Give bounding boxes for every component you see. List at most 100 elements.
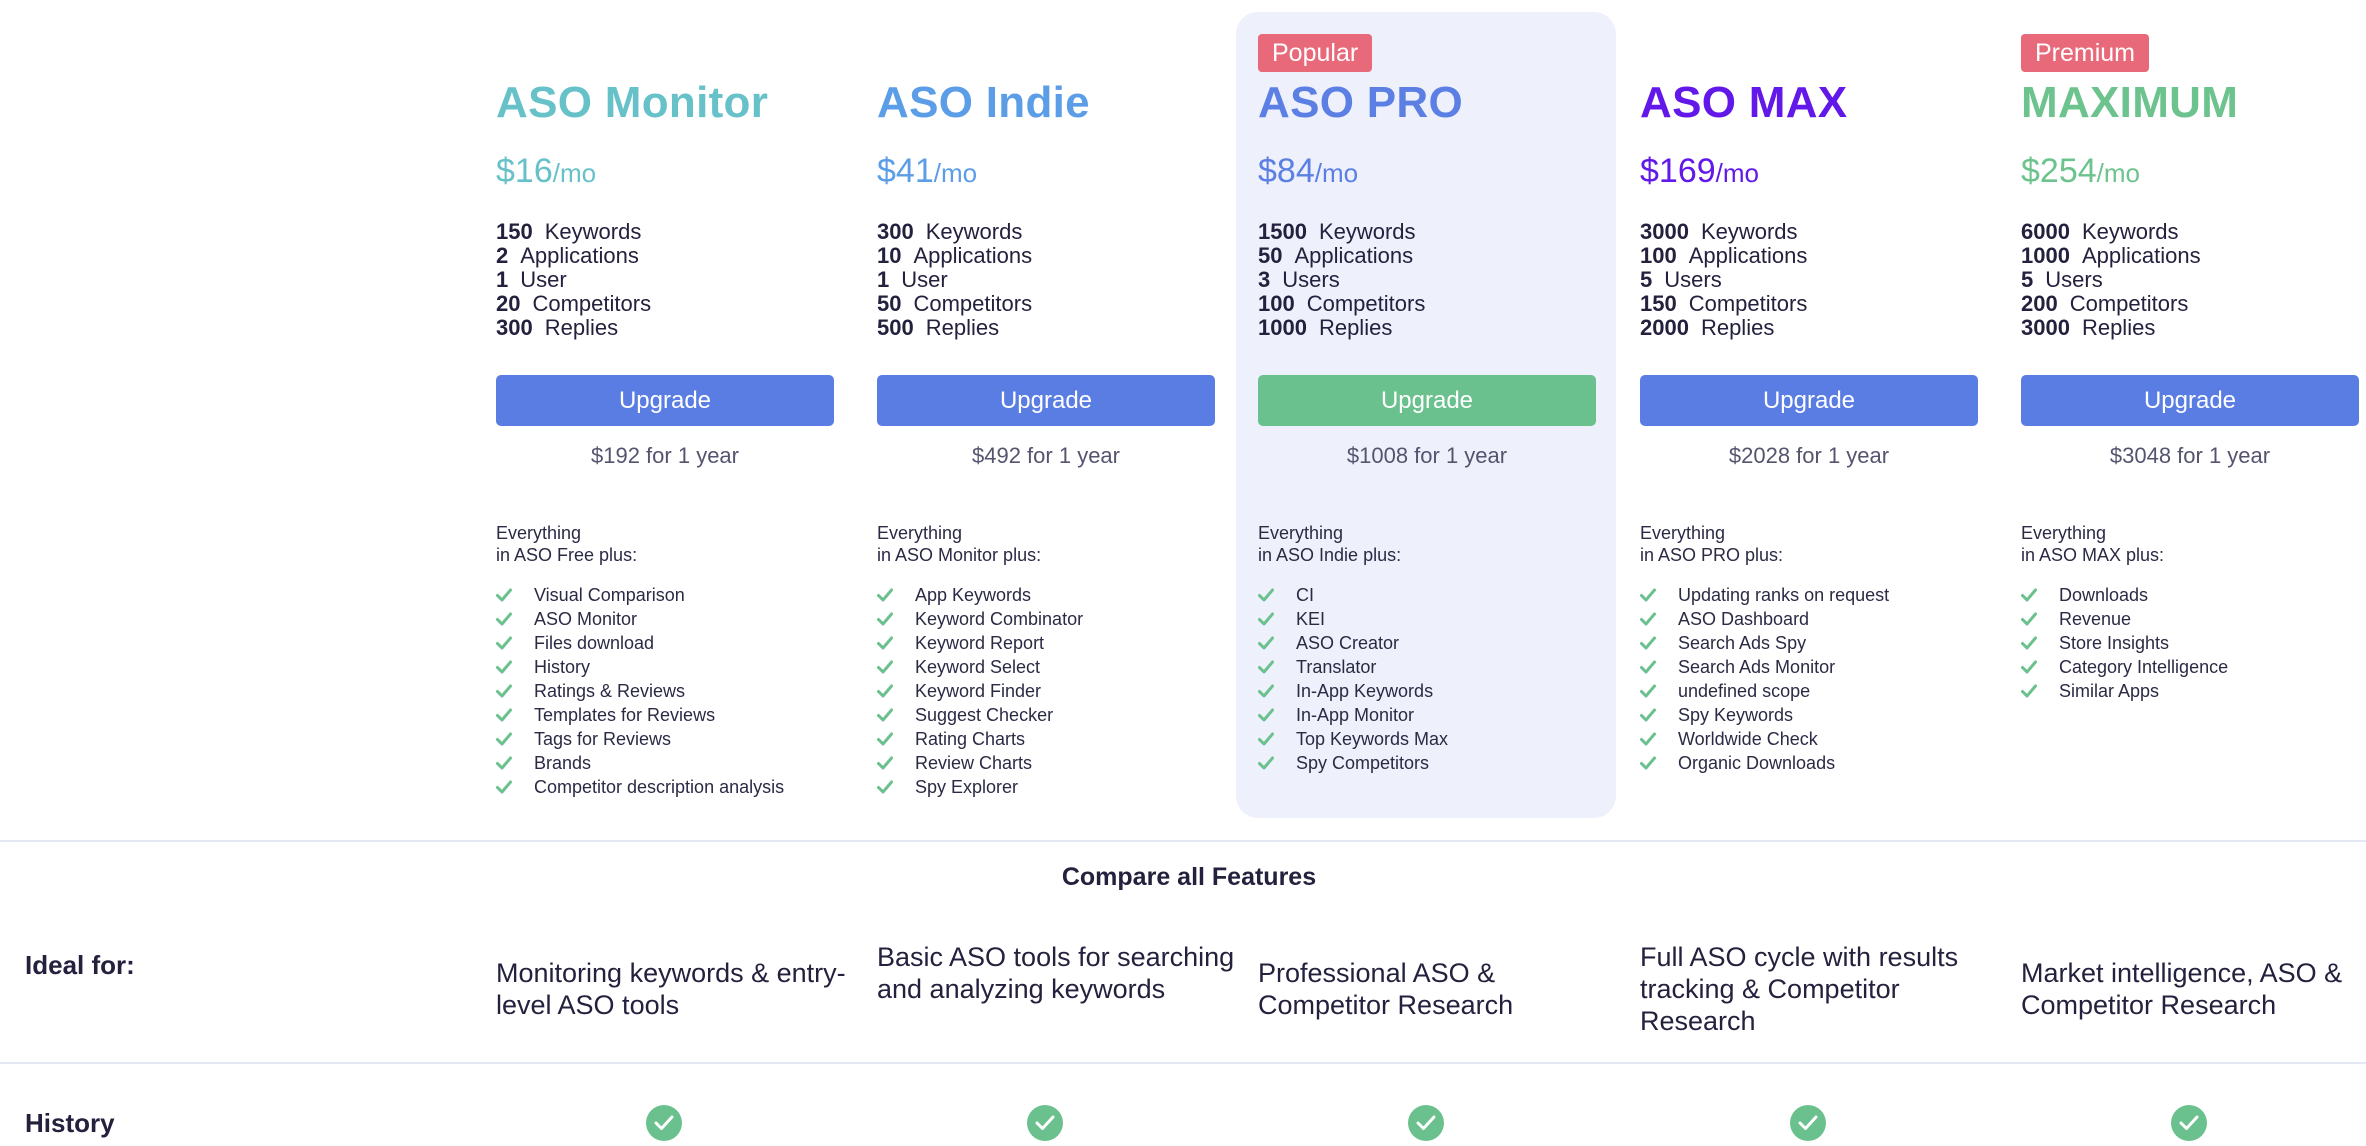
feature-item: Category Intelligence: [2021, 655, 2228, 679]
limit-applications: 10 Applications: [877, 243, 1033, 268]
plan-title: ASO MAX: [1640, 78, 1848, 127]
limit-applications: 100 Applications: [1640, 243, 1808, 268]
feature-item: In-App Keywords: [1258, 679, 1448, 703]
limit-users: 5 Users: [2021, 267, 2103, 292]
limit-competitors: 50 Competitors: [877, 291, 1033, 316]
plan-title: ASO PRO: [1258, 78, 1464, 127]
check-icon: [2021, 612, 2037, 626]
row-divider: [0, 1062, 2366, 1064]
yearly-price: $492 for 1 year: [972, 443, 1120, 468]
feature-item: undefined scope: [1640, 679, 1889, 703]
feature-item: ASO Creator: [1258, 631, 1448, 655]
feature-item: Spy Explorer: [877, 775, 1083, 799]
limit-replies: 300 Replies: [496, 315, 619, 340]
limit-applications: 50 Applications: [1258, 243, 1414, 268]
check-icon: [1258, 756, 1274, 770]
row-label-history: History: [25, 1108, 115, 1138]
check-icon: [496, 612, 512, 626]
check-icon: [1258, 660, 1274, 674]
check-icon: [1640, 588, 1656, 602]
limit-keywords: 300 Keywords: [877, 219, 1023, 244]
feature-item: ASO Monitor: [496, 607, 784, 631]
includes-note: Everything in ASO Indie plus:: [1258, 523, 1402, 565]
check-icon: [1640, 708, 1656, 722]
check-icon: [877, 684, 893, 698]
feature-item: Search Ads Spy: [1640, 631, 1889, 655]
feature-item: Tags for Reviews: [496, 727, 784, 751]
check-icon: [1258, 732, 1274, 746]
limit-replies: 1000 Replies: [1258, 315, 1393, 340]
yearly-price: $1008 for 1 year: [1346, 443, 1508, 468]
check-icon: [877, 732, 893, 746]
plan-limits: 6000 Keywords 1000 Applications 5 Users 200…: [2021, 220, 2201, 340]
feature-list: Downloads Revenue Store Insights Category I…: [2021, 583, 2228, 703]
includes-note: Everything in ASO Free plus:: [496, 523, 638, 565]
check-icon: [496, 588, 512, 602]
feature-item: Ratings & Reviews: [496, 679, 784, 703]
yearly-price: $2028 for 1 year: [1728, 443, 1890, 468]
check-circle-icon: [646, 1105, 682, 1141]
check-icon: [1258, 612, 1274, 626]
ideal-for-aso-indie: Basic ASO tools for searching and analyz…: [877, 942, 1235, 1004]
limit-users: 1 User: [877, 267, 948, 292]
feature-item: Worldwide Check: [1640, 727, 1889, 751]
feature-item: Spy Competitors: [1258, 751, 1448, 775]
yearly-price: $192 for 1 year: [591, 443, 739, 468]
feature-item: Search Ads Monitor: [1640, 655, 1889, 679]
limit-competitors: 150 Competitors: [1640, 291, 1808, 316]
check-icon: [2021, 588, 2037, 602]
check-icon: [1640, 684, 1656, 698]
plan-card-aso-monitor: ASO Monitor $16/mo 150 Keywords 2 Applicat…: [474, 12, 854, 818]
feature-item: In-App Monitor: [1258, 703, 1448, 727]
feature-list: Updating ranks on request ASO Dashboard Se…: [1640, 583, 1889, 775]
feature-item: Downloads: [2021, 583, 2228, 607]
limit-competitors: 200 Competitors: [2021, 291, 2189, 316]
check-icon: [1258, 684, 1274, 698]
check-circle-icon: [1027, 1105, 1063, 1141]
feature-item: Keyword Select: [877, 655, 1083, 679]
yearly-price: $3048 for 1 year: [2109, 443, 2271, 468]
premium-badge: Premium: [2021, 34, 2150, 72]
limit-keywords: 1500 Keywords: [1258, 219, 1416, 244]
check-icon: [1258, 708, 1274, 722]
feature-list: App Keywords Keyword Combinator Keyword Re…: [877, 583, 1083, 799]
check-icon: [877, 756, 893, 770]
upgrade-button-aso-max[interactable]: Upgrade: [1640, 375, 1978, 426]
feature-item: Store Insights: [2021, 631, 2228, 655]
feature-item: CI: [1258, 583, 1448, 607]
limit-replies: 500 Replies: [877, 315, 1000, 340]
upgrade-button-aso-pro[interactable]: Upgrade: [1258, 375, 1596, 426]
check-icon: [2021, 636, 2037, 650]
feature-item: ASO Dashboard: [1640, 607, 1889, 631]
pricing-plans: ASO Monitor $16/mo 150 Keywords 2 Applicat…: [474, 12, 2366, 818]
plan-card-maximum: Premium MAXIMUM $254/mo 6000 Keywords 100…: [1999, 12, 2366, 818]
upgrade-button-maximum[interactable]: Upgrade: [2021, 375, 2359, 426]
check-icon: [877, 588, 893, 602]
feature-item: Visual Comparison: [496, 583, 784, 607]
plan-limits: 150 Keywords 2 Applications 1 User 20 Compet…: [496, 220, 651, 340]
check-icon: [1640, 612, 1656, 626]
plan-card-aso-pro: Popular ASO PRO $84/mo 1500 Keywords 50 Ap…: [1236, 12, 1616, 818]
check-icon: [877, 660, 893, 674]
plan-limits: 1500 Keywords 50 Applications 3 Users 100 Co…: [1258, 220, 1425, 340]
row-label-ideal-for: Ideal for:: [25, 950, 135, 980]
plan-price: $16/mo: [496, 152, 597, 190]
limit-users: 3 Users: [1258, 267, 1340, 292]
limit-competitors: 20 Competitors: [496, 291, 652, 316]
check-icon: [496, 660, 512, 674]
check-icon: [2021, 660, 2037, 674]
plan-price: $254/mo: [2021, 152, 2140, 190]
upgrade-button-aso-indie[interactable]: Upgrade: [877, 375, 1215, 426]
limit-replies: 2000 Replies: [1640, 315, 1775, 340]
limit-applications: 1000 Applications: [2021, 243, 2201, 268]
feature-item: Rating Charts: [877, 727, 1083, 751]
upgrade-button-aso-monitor[interactable]: Upgrade: [496, 375, 834, 426]
plan-title: MAXIMUM: [2021, 78, 2239, 127]
check-icon: [1640, 756, 1656, 770]
feature-item: Templates for Reviews: [496, 703, 784, 727]
feature-item: Updating ranks on request: [1640, 583, 1889, 607]
limit-competitors: 100 Competitors: [1258, 291, 1426, 316]
feature-item: Competitor description analysis: [496, 775, 784, 799]
plan-price: $84/mo: [1258, 152, 1359, 190]
check-icon: [1640, 660, 1656, 674]
